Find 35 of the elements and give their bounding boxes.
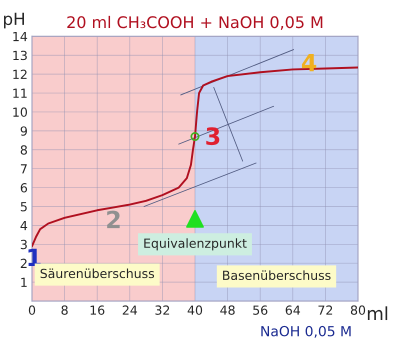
x-tick-label: 0	[28, 305, 36, 315]
y-tick-label: 14	[13, 32, 28, 42]
text: NaOH 0,05 M	[261, 326, 351, 338]
y-tick-label: 13	[13, 50, 27, 60]
annotation: Basenüberschuss	[223, 270, 331, 280]
chart-title: 20 ml CH₃COOH + NaOH 0,05 M	[67, 16, 322, 30]
y-tick-label: 5	[20, 202, 27, 212]
annotation: 4	[302, 54, 316, 72]
y-tick-label: 7	[20, 164, 27, 174]
x-tick-label: 56	[253, 305, 268, 315]
y-tick-label: 3	[20, 240, 27, 250]
x-tick-label: 8	[61, 305, 68, 315]
annotation: 2	[107, 210, 120, 228]
y-tick-label: 11	[13, 88, 27, 98]
x-tick-label: 16	[90, 305, 104, 315]
y-tick-label: 10	[13, 107, 28, 117]
y-axis-title: pH	[4, 12, 24, 28]
annotation: Säurenüberschuss	[40, 268, 154, 278]
y-tick-label: 2	[20, 258, 27, 268]
x-tick-label: 48	[220, 305, 235, 315]
x-tick-label: 32	[155, 305, 170, 315]
annotation: Equivalenzpunkt	[144, 238, 247, 250]
y-tick-label: 4	[20, 221, 28, 230]
x-axis-title: ml	[368, 306, 388, 320]
y-tick-label: 12	[13, 70, 27, 79]
x-tick-label: 80	[350, 305, 366, 315]
annotation: 3	[206, 127, 220, 146]
y-tick-label: 9	[20, 126, 27, 136]
y-tick-label: 1	[21, 278, 27, 287]
x-tick-label: 24	[122, 305, 138, 315]
x-tick-label: 64	[286, 305, 300, 315]
x-tick-label: 40	[188, 305, 202, 315]
y-tick-label: 6	[20, 183, 28, 193]
x-tick-label: 72	[318, 305, 332, 315]
y-tick-label: 8	[20, 145, 27, 155]
